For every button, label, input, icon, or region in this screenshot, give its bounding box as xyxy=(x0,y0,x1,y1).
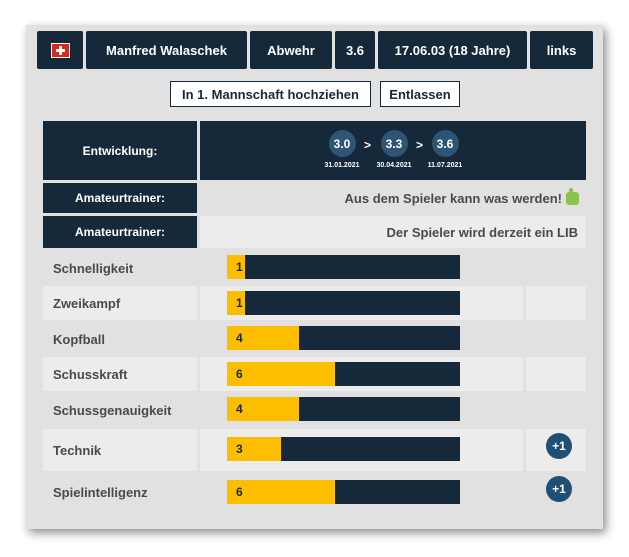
development-stage: 3.6 11.07.2021 xyxy=(424,130,466,169)
skill-bar-fill: 1 xyxy=(227,255,245,279)
promote-button[interactable]: In 1. Mannschaft hochziehen xyxy=(170,81,371,107)
skill-bar-fill: 3 xyxy=(227,437,281,461)
skill-bar: 3 xyxy=(227,437,460,461)
trainer-comment: Der Spieler wird derzeit ein LIB xyxy=(387,216,578,248)
skill-value: 6 xyxy=(236,485,243,499)
release-button[interactable]: Entlassen xyxy=(380,81,460,107)
skill-name: Zweikampf xyxy=(53,295,121,311)
skill-bonus-cell xyxy=(526,251,586,285)
skill-name-cell: Zweikampf xyxy=(43,286,197,320)
skill-name: Spielintelligenz xyxy=(53,484,148,500)
skill-row: Zweikampf 1 xyxy=(43,286,586,320)
player-name: Manfred Walaschek xyxy=(86,31,247,69)
skill-row: Kopfball 4 xyxy=(43,322,586,356)
skill-name-cell: Technik xyxy=(43,429,197,471)
skill-value: 3 xyxy=(236,442,243,456)
stage-arrow: > xyxy=(364,138,372,152)
skill-bar-fill: 1 xyxy=(227,291,245,315)
skill-name-cell: Spielintelligenz xyxy=(43,474,197,510)
development-stage: 3.0 31.01.2021 xyxy=(321,130,363,169)
skill-name: Schnelligkeit xyxy=(53,260,134,276)
thumbs-up-icon xyxy=(566,187,579,205)
skill-value: 4 xyxy=(236,402,243,416)
skill-row: Technik 3 +1 xyxy=(43,429,586,471)
development-label: Entwicklung: xyxy=(43,121,197,180)
skill-bar: 1 xyxy=(227,291,460,315)
stage-value: 3.0 xyxy=(328,130,356,157)
trainer-comment: Aus dem Spieler kann was werden! xyxy=(345,183,579,213)
skill-bar: 6 xyxy=(227,362,460,386)
development-stage: 3.3 30.04.2021 xyxy=(373,130,415,169)
skill-value: 1 xyxy=(236,296,243,310)
skill-name-cell: Schussgenauigkeit xyxy=(43,393,197,427)
player-rating: 3.6 xyxy=(335,31,375,69)
player-foot: links xyxy=(530,31,593,69)
skill-bar: 6 xyxy=(227,480,460,504)
skill-name-cell: Schusskraft xyxy=(43,357,197,391)
skill-value: 4 xyxy=(236,331,243,345)
skill-name: Schusskraft xyxy=(53,366,128,382)
skill-bar-fill: 6 xyxy=(227,480,335,504)
swiss-flag-icon xyxy=(50,42,70,58)
skill-value: 1 xyxy=(236,260,243,274)
skill-upgrade-button[interactable]: +1 xyxy=(546,433,572,459)
skill-bar-fill: 6 xyxy=(227,362,335,386)
trainer-comment-text: Der Spieler wird derzeit ein LIB xyxy=(386,224,578,240)
skill-bar: 4 xyxy=(227,326,460,350)
stage-date: 31.01.2021 xyxy=(324,162,360,169)
trainer-label: Amateurtrainer: xyxy=(43,183,197,213)
stage-value: 3.6 xyxy=(431,130,459,157)
trainer-comment-background xyxy=(200,216,586,248)
skill-row: Spielintelligenz 6 +1 xyxy=(43,474,586,510)
skill-name-cell: Kopfball xyxy=(43,322,197,356)
skill-upgrade-button[interactable]: +1 xyxy=(546,476,572,502)
trainer-label: Amateurtrainer: xyxy=(43,216,197,248)
skill-row: Schusskraft 6 xyxy=(43,357,586,391)
nationality-cell xyxy=(37,31,83,69)
skill-bonus-cell xyxy=(526,393,586,427)
skill-value: 6 xyxy=(236,367,243,381)
stage-date: 30.04.2021 xyxy=(376,162,412,169)
stage-value: 3.3 xyxy=(380,130,408,157)
skill-bar: 4 xyxy=(227,397,460,421)
skill-bar-fill: 4 xyxy=(227,397,299,421)
skill-bar: 1 xyxy=(227,255,460,279)
stage-date: 11.07.2021 xyxy=(427,162,463,169)
skill-bonus-cell xyxy=(526,286,586,320)
skill-row: Schnelligkeit 1 xyxy=(43,251,586,285)
skill-bar-fill: 4 xyxy=(227,326,299,350)
stage-arrow: > xyxy=(416,138,424,152)
skill-name: Schussgenauigkeit xyxy=(53,402,172,418)
player-birthdate: 17.06.03 (18 Jahre) xyxy=(378,31,527,69)
player-position: Abwehr xyxy=(250,31,332,69)
skill-row: Schussgenauigkeit 4 xyxy=(43,393,586,427)
skill-bonus-cell xyxy=(526,322,586,356)
skill-name-cell: Schnelligkeit xyxy=(43,251,197,285)
skill-name: Kopfball xyxy=(53,331,105,347)
trainer-comment-text: Aus dem Spieler kann was werden! xyxy=(344,190,562,206)
skill-bonus-cell xyxy=(526,357,586,391)
skill-name: Technik xyxy=(53,442,102,458)
